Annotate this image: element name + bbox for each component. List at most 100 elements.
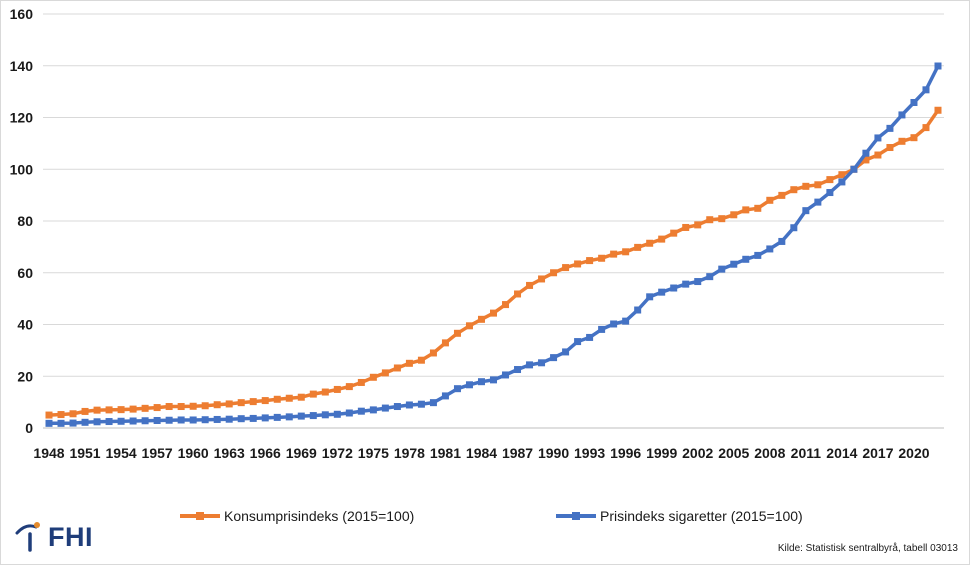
data-point [694, 221, 702, 229]
data-point [646, 293, 654, 301]
fhi-logo: FHI [14, 519, 93, 555]
data-point [490, 309, 497, 317]
data-point [369, 406, 377, 414]
data-point [57, 411, 65, 419]
data-point [477, 315, 485, 323]
x-tick-label: 1951 [69, 445, 100, 461]
x-tick-label: 1963 [214, 445, 245, 461]
data-point [261, 414, 269, 422]
data-point [622, 248, 630, 256]
legend-label: Prisindeks sigaretter (2015=100) [600, 508, 803, 524]
data-point [874, 151, 882, 159]
data-point [670, 284, 678, 292]
data-point [93, 406, 101, 414]
data-point [754, 251, 762, 259]
data-point [802, 207, 810, 215]
x-tick-label: 1990 [538, 445, 569, 461]
data-point [706, 216, 714, 224]
y-tick-label: 0 [25, 420, 33, 436]
data-point [562, 348, 570, 356]
data-point [105, 406, 113, 414]
legend-swatch-orange [180, 509, 220, 523]
data-point [694, 278, 702, 286]
y-tick-label: 60 [17, 265, 33, 281]
data-point [898, 137, 906, 145]
y-tick-label: 140 [10, 58, 34, 74]
data-point [345, 409, 353, 417]
x-tick-label: 1969 [286, 445, 317, 461]
data-point [57, 419, 65, 427]
data-point [838, 178, 846, 186]
x-tick-label: 2014 [826, 445, 857, 461]
data-point [309, 390, 317, 398]
data-point [850, 165, 858, 173]
data-point [477, 378, 485, 386]
chart-legend: Konsumprisindeks (2015=100) Prisindeks s… [0, 508, 970, 530]
legend-swatch-blue [556, 509, 596, 523]
data-point [153, 404, 161, 412]
data-point [465, 381, 473, 389]
data-point [790, 224, 798, 232]
data-point [201, 402, 209, 410]
data-point [429, 349, 437, 357]
data-point [514, 366, 522, 374]
data-point [778, 191, 786, 199]
data-point [141, 417, 149, 425]
data-point [177, 403, 185, 411]
data-point [490, 376, 497, 384]
x-tick-label: 1987 [502, 445, 533, 461]
data-point [934, 62, 942, 70]
data-point [393, 403, 401, 411]
legend-label: Konsumprisindeks (2015=100) [224, 508, 415, 524]
data-point [201, 416, 209, 424]
y-tick-label: 120 [10, 110, 34, 126]
fhi-mark-icon [15, 522, 40, 552]
x-tick-label: 1984 [466, 445, 497, 461]
data-point [117, 417, 125, 425]
data-point [69, 410, 77, 418]
data-point [465, 322, 473, 330]
data-point [778, 237, 786, 245]
data-point [682, 280, 690, 288]
data-point [874, 134, 882, 142]
data-point [357, 378, 365, 386]
x-tick-label: 1966 [250, 445, 281, 461]
data-point [345, 383, 353, 391]
data-point [309, 412, 317, 420]
data-point [285, 413, 293, 421]
data-point [225, 415, 233, 423]
x-tick-label: 1996 [610, 445, 641, 461]
x-tick-label: 2002 [682, 445, 713, 461]
data-point [646, 239, 654, 247]
data-point [586, 333, 594, 341]
data-point [658, 288, 666, 296]
data-point [429, 399, 437, 407]
x-tick-label: 1948 [33, 445, 64, 461]
data-point [742, 255, 750, 263]
x-tick-label: 1981 [430, 445, 461, 461]
data-point [153, 416, 161, 424]
data-point [910, 134, 918, 142]
x-tick-label: 1972 [322, 445, 353, 461]
x-tick-label: 1957 [142, 445, 173, 461]
data-point [249, 398, 257, 406]
data-point [742, 206, 750, 214]
logo-text: FHI [48, 521, 93, 552]
data-point [886, 144, 894, 152]
source-note: Kilde: Statistisk sentralbyrå, tabell 03… [777, 543, 958, 554]
data-point [381, 369, 389, 377]
data-point [730, 260, 738, 268]
data-point [574, 260, 582, 268]
data-point [562, 264, 570, 272]
data-point [417, 400, 425, 408]
x-tick-label: 2020 [898, 445, 929, 461]
data-point [165, 403, 173, 411]
series-line-0 [48, 109, 940, 417]
data-point [802, 182, 810, 190]
data-point [405, 401, 413, 409]
data-point [189, 416, 197, 424]
data-point [417, 356, 425, 364]
data-point [514, 290, 522, 298]
line-chart: 0 20 40 60 80 100 120 140 160 1948 1951 1954 1957 196… [10, 6, 944, 461]
data-point [754, 204, 762, 212]
